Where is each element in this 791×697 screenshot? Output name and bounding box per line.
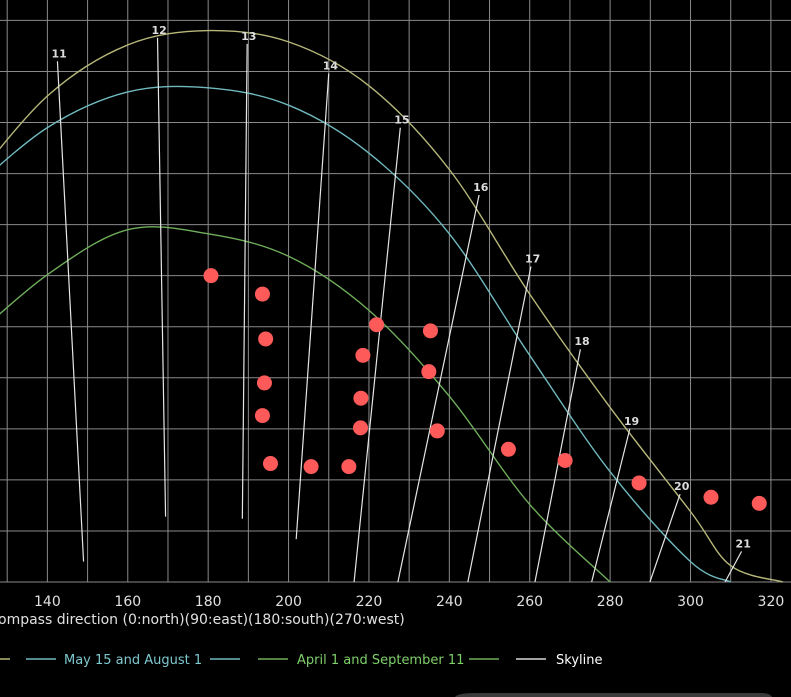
hour-label-17: 17 (525, 252, 540, 265)
x-tick-label: 280 (597, 594, 624, 610)
skyline-point (262, 456, 278, 472)
skyline-point (355, 347, 371, 363)
skyline-point (303, 459, 319, 475)
skyline-point (353, 390, 369, 406)
skyline-point (203, 268, 219, 284)
legend: May 15 and August 1 April 1 and Septembe… (0, 653, 602, 668)
hour-line-20 (649, 493, 681, 583)
hour-line-12 (156, 37, 167, 517)
sun-path-summer (0, 29, 784, 583)
hour-line-18 (534, 349, 581, 583)
skyline-point (369, 317, 385, 333)
skyline-point (631, 475, 647, 491)
skyline-point (421, 364, 437, 380)
skyline-point (751, 495, 767, 511)
x-tick-label: 260 (516, 594, 543, 610)
x-axis-label: ompass direction (0:north)(90:east)(180:… (0, 612, 405, 628)
hour-label-19: 19 (624, 415, 639, 428)
hour-line-11 (56, 61, 85, 562)
grid (0, 0, 791, 583)
x-tick-label: 300 (677, 594, 704, 610)
legend-skyline-label: Skyline (556, 653, 602, 668)
skyline-point (258, 331, 274, 347)
skyline-point (254, 408, 270, 424)
hour-label-18: 18 (574, 335, 589, 348)
legend-may-aug-label: May 15 and August 1 (64, 653, 202, 668)
skyline-point (254, 286, 270, 302)
x-tick-label: 240 (436, 594, 463, 610)
bottom-edge-panel (455, 693, 772, 697)
hour-line-14 (295, 73, 330, 540)
skyline-point (703, 489, 719, 505)
hour-line-19 (591, 428, 631, 583)
hour-label-13: 13 (241, 30, 256, 43)
sun-path-may_aug (0, 85, 732, 583)
hour-label-20: 20 (674, 480, 690, 493)
hour-label-15: 15 (394, 114, 409, 127)
hour-line-16 (397, 194, 480, 583)
x-tick-label: 160 (114, 594, 141, 610)
legend-apr-sep-label: April 1 and September 11 (297, 653, 464, 668)
skyline-points (203, 268, 767, 511)
hour-line-15 (353, 127, 401, 583)
sun-path-apr_sep (0, 226, 611, 583)
x-tick-label: 320 (758, 594, 785, 610)
skyline-point (341, 459, 357, 475)
hour-line-17 (467, 266, 532, 583)
hour-label-12: 12 (152, 24, 167, 37)
hour-label-11: 11 (51, 47, 66, 60)
x-tick-label: 140 (34, 594, 61, 610)
hour-label-21: 21 (736, 537, 751, 550)
x-tick-labels: 140 160 180 200 220 240 260 280 300 320 (34, 594, 784, 610)
skyline-point (256, 375, 272, 391)
hour-line-13 (241, 43, 248, 519)
skyline-point (429, 423, 445, 439)
sun-path-curves (0, 29, 784, 583)
x-tick-label: 220 (356, 594, 383, 610)
x-tick-label: 200 (275, 594, 302, 610)
hour-label-14: 14 (323, 60, 339, 73)
hour-label-16: 16 (473, 181, 489, 194)
skyline-point (500, 441, 516, 457)
hour-lines: 101112131415161718192021 (51, 24, 751, 583)
x-tick-label: 180 (195, 594, 222, 610)
hour-line-21 (724, 551, 743, 583)
skyline-point (422, 323, 438, 339)
skyline-point (353, 420, 369, 436)
skyline-point (557, 452, 573, 468)
